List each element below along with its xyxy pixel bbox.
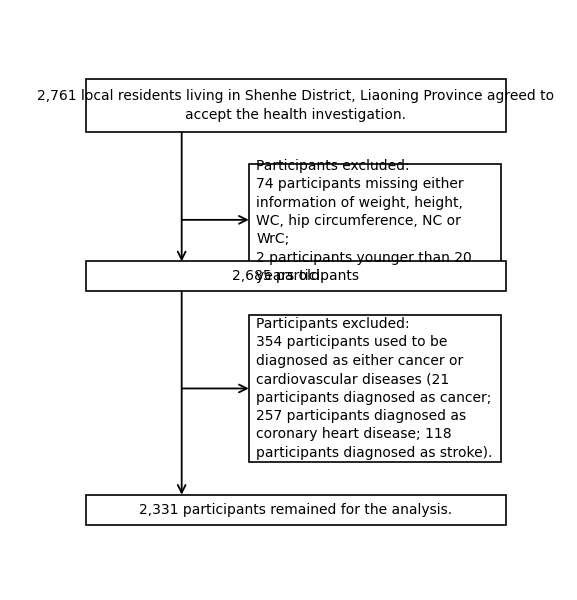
Bar <box>85 495 506 525</box>
Text: Participants excluded:
354 participants used to be
diagnosed as either cancer or: Participants excluded: 354 participants … <box>256 317 493 460</box>
Text: 2,331 participants remained for the analysis.: 2,331 participants remained for the anal… <box>139 503 452 517</box>
Bar <box>249 314 501 463</box>
Text: Participants excluded:
74 participants missing either
information of weight, hei: Participants excluded: 74 participants m… <box>256 159 472 283</box>
Bar <box>85 262 506 292</box>
Text: 2,685 participants: 2,685 participants <box>232 269 359 283</box>
Bar <box>85 79 506 132</box>
Text: 2,761 local residents living in Shenhe District, Liaoning Province agreed to
acc: 2,761 local residents living in Shenhe D… <box>37 89 554 122</box>
Bar <box>249 164 501 278</box>
